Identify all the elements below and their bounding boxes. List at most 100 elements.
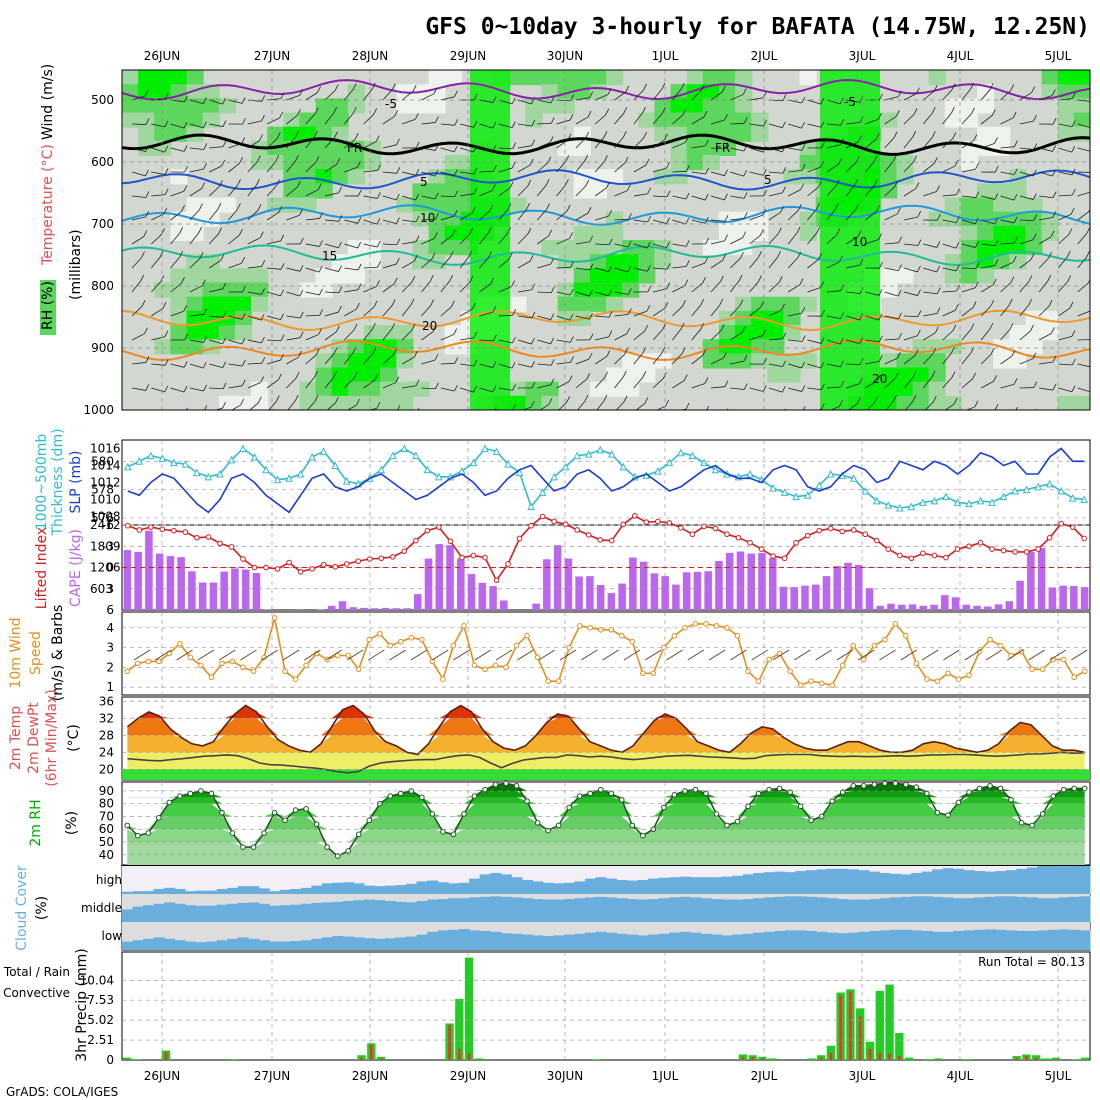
wind-barb-flag: [1086, 251, 1090, 258]
wind-barb-flag: [203, 384, 207, 392]
wind-barb: [710, 147, 726, 150]
wind-barb-flag: [1072, 188, 1076, 196]
wind-barb: [440, 96, 455, 101]
wind-barb: [614, 333, 628, 341]
wind-barb-flag: [257, 204, 262, 211]
wind-barb-flag: [835, 179, 840, 186]
thickness-series-point: [481, 444, 489, 452]
wind-barb: [633, 164, 647, 173]
wind-barb: [228, 208, 238, 221]
wind-barb-flag: [975, 162, 979, 170]
wind-speed-series-point: [492, 662, 499, 669]
precip-conv-bar: [839, 995, 843, 1060]
wind-barb: [903, 93, 917, 101]
surface-wind-barb: [751, 649, 768, 661]
rh2m-series-point: [471, 793, 478, 799]
wind-barb-flag: [260, 313, 265, 321]
wind-barb: [944, 403, 955, 410]
wind-barb-flag: [818, 180, 822, 188]
wind-barb: [286, 95, 300, 101]
rh-cell: [218, 282, 236, 298]
wind-barb-flag: [704, 256, 709, 264]
wind-barb: [1038, 305, 1050, 317]
cape-bar: [650, 573, 659, 610]
wind-barb: [131, 171, 146, 177]
wind-barb-flag: [821, 383, 825, 390]
wind-barb: [652, 113, 663, 125]
wind-speed-series-point: [408, 634, 415, 641]
rh-cell: [928, 211, 946, 227]
wind-barb-flag: [1030, 324, 1034, 332]
rh-cell: [799, 296, 817, 312]
wind-barb: [266, 212, 280, 221]
wind-barb-flag: [471, 206, 476, 214]
wind-barb: [614, 91, 627, 101]
wind-barb: [517, 363, 532, 368]
cloud-bar: [469, 878, 481, 894]
wind-barb: [672, 243, 687, 247]
wind-barb-flag: [588, 289, 593, 297]
rh-cell: [977, 197, 995, 213]
wind-barb-flag: [221, 159, 226, 167]
cape-bar: [370, 608, 379, 610]
wind-barb-flag: [893, 154, 897, 162]
wind-barb-flag: [278, 373, 282, 380]
rh-cell: [283, 169, 301, 185]
wind-barb: [459, 147, 474, 153]
cloud-bar: [606, 897, 618, 922]
thickness-series-point: [262, 465, 270, 474]
tick-label-left: -3: [102, 539, 114, 553]
rh-cell: [251, 155, 269, 171]
rh-cell: [234, 325, 253, 341]
wind-barb-flag: [432, 325, 437, 333]
wind-barb-flag: [429, 274, 434, 282]
wind-barb-flag: [1071, 120, 1076, 127]
cloud-bar: [332, 901, 344, 922]
wind-barb: [652, 329, 663, 341]
wind-barb: [556, 361, 571, 365]
wind-speed-series-point: [966, 672, 972, 679]
wind-barb-flag: [700, 299, 705, 306]
cape-bar: [854, 564, 863, 610]
cloud-bar: [153, 888, 165, 894]
wind-barb-flag: [741, 326, 746, 333]
lifted-index-series-point: [597, 537, 604, 543]
thickness-series-point: [780, 488, 789, 496]
wind-barb-flag: [628, 308, 632, 315]
wind-barb: [845, 141, 859, 149]
rh-cell: [364, 325, 382, 341]
wind-barb-flag: [685, 260, 690, 267]
wind-barb: [402, 219, 417, 223]
rh-cell: [735, 98, 753, 114]
wind-barb-flag: [799, 278, 804, 285]
wind-barb: [730, 94, 744, 101]
rh-cell: [170, 225, 188, 241]
wind-barb-flag: [990, 347, 995, 355]
wind-barb: [885, 400, 894, 410]
rh-cell: [315, 268, 333, 284]
rh-cell: [686, 112, 704, 128]
wind-barb-flag: [569, 288, 574, 296]
rh-cell: [364, 381, 382, 397]
wind-barb: [980, 353, 992, 365]
wind-barb: [1019, 171, 1034, 177]
wind-barb: [1058, 234, 1070, 245]
wind-barb-flag: [760, 228, 764, 236]
wind-barb-flag: [878, 112, 882, 120]
cloud-bar: [900, 896, 912, 922]
cloud-bar: [164, 902, 176, 922]
wind-barb-flag: [1055, 409, 1056, 410]
wind-barb: [1000, 117, 1014, 125]
wind-barb-flag: [454, 90, 458, 97]
thickness-series-point: [273, 475, 282, 484]
rh-cell: [444, 70, 462, 86]
cloud-bar: [1026, 897, 1038, 922]
cloud-bar: [784, 896, 796, 922]
wind-barb-flag: [1012, 256, 1017, 263]
wind-barb-flag: [315, 348, 320, 355]
wind-barb-flag: [1032, 233, 1037, 240]
wind-barb: [150, 256, 161, 269]
wind-barb: [344, 329, 355, 341]
wind-barb-flag: [1014, 236, 1018, 244]
cloud-bar: [774, 896, 786, 922]
